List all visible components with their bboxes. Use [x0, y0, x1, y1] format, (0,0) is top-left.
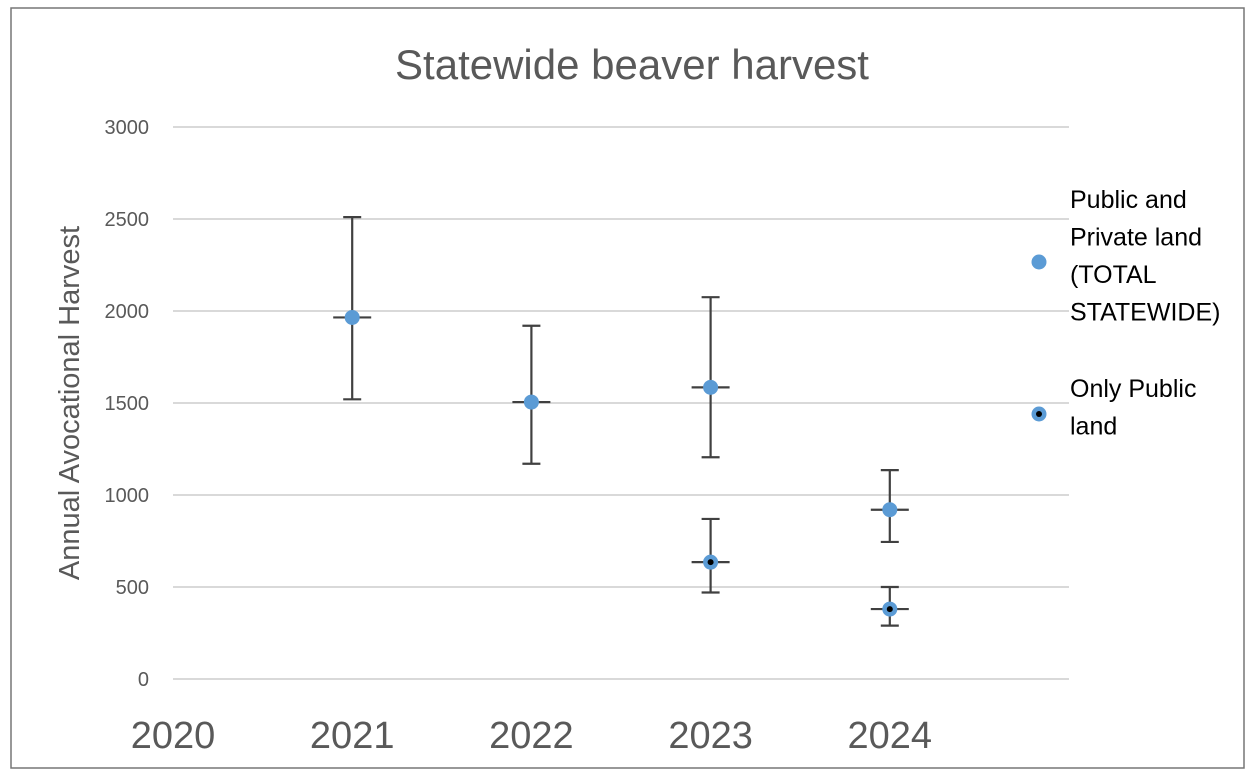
y-tick-3000: 3000 [105, 117, 150, 139]
legend-entry-1: Public and Private land (TOTAL STATEWIDE) [1031, 186, 1220, 327]
data-point-2021 [344, 309, 360, 325]
legend-label-1-line-4: STATEWIDE) [1070, 299, 1220, 327]
data-point-dot-2023 [707, 559, 714, 566]
legend-label-1-line-3: (TOTAL [1070, 261, 1157, 289]
x-tick-2023: 2023 [668, 715, 753, 757]
x-tick-2021: 2021 [310, 715, 395, 757]
y-tick-2500: 2500 [105, 209, 150, 231]
data-point-2022 [523, 394, 539, 410]
legend-marker-dot-2 [1036, 411, 1042, 417]
data-point-2023 [703, 379, 719, 395]
legend-label-1-line-2: Private land [1070, 224, 1202, 252]
legend-marker-1 [1031, 254, 1047, 270]
data-point-2024 [882, 502, 898, 518]
y-tick-0: 0 [138, 669, 149, 691]
series-layer [333, 216, 909, 627]
y-tick-500: 500 [116, 577, 149, 599]
legend: Public and Private land (TOTAL STATEWIDE) On… [1031, 186, 1220, 441]
chart-frame [10, 7, 1245, 769]
y-tick-1000: 1000 [105, 485, 150, 507]
x-axis-ticks: 2020 2021 2022 2023 2024 [131, 715, 932, 757]
gridlines [173, 126, 1069, 680]
y-axis-ticks: 0 500 1000 1500 2000 2500 3000 [105, 117, 150, 691]
x-tick-2022: 2022 [489, 715, 574, 757]
data-point-dot-2024 [886, 606, 893, 613]
legend-label-1-line-1: Public and [1070, 186, 1187, 214]
y-axis-label: Annual Avocational Harvest [54, 226, 86, 580]
y-tick-2000: 2000 [105, 301, 150, 323]
series-2 [691, 517, 909, 627]
legend-label-2-line-1: Only Public [1070, 375, 1196, 403]
series-1 [333, 216, 909, 544]
chart-title: Statewide beaver harvest [395, 41, 869, 88]
legend-label-2-line-2: land [1070, 413, 1117, 441]
x-tick-2020: 2020 [131, 715, 216, 757]
x-tick-2024: 2024 [848, 715, 933, 757]
y-tick-1500: 1500 [105, 393, 150, 415]
legend-entry-2: Only Public land [1031, 375, 1196, 441]
